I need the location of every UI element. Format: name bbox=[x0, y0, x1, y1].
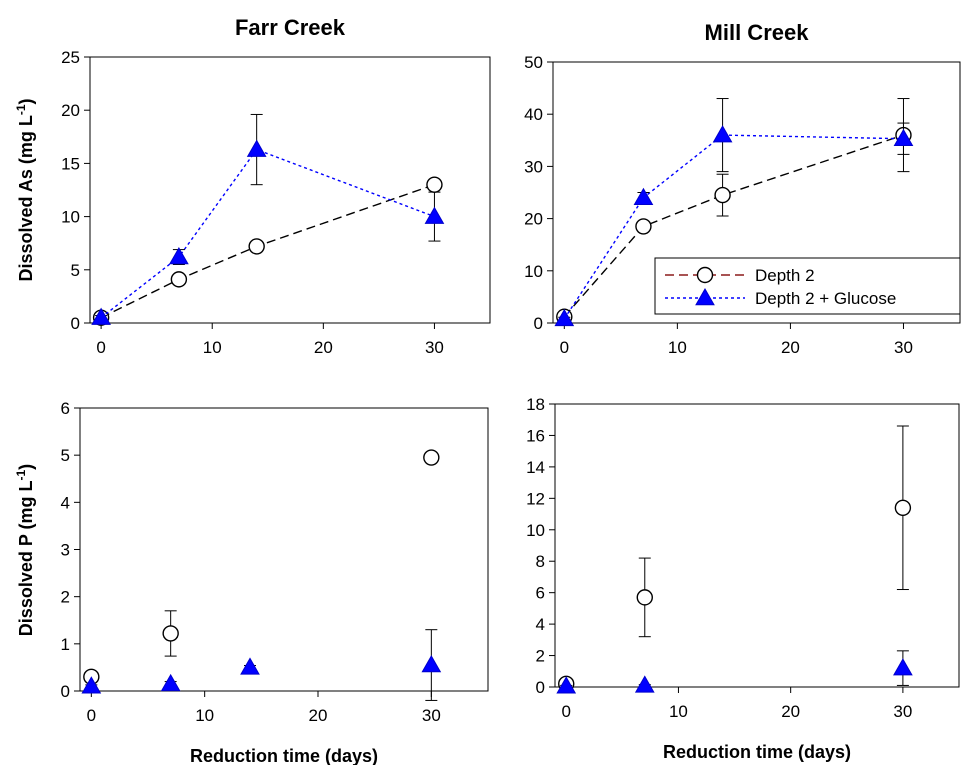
x-tick-label: 0 bbox=[560, 338, 569, 357]
y-tick-label: 3 bbox=[61, 541, 70, 560]
panel-mill-creek-phosphorus: 0 2 4 6 8 10 12 14 16 18 0 10 20 30 Reduction time (da… bbox=[526, 395, 959, 762]
data-point-d2 bbox=[637, 590, 652, 605]
x-tick-label: 0 bbox=[96, 338, 105, 357]
data-point-d2g bbox=[425, 208, 443, 224]
x-tick-label: 10 bbox=[668, 338, 687, 357]
y-tick-label: 10 bbox=[526, 521, 545, 540]
y-tick-label: 8 bbox=[536, 552, 545, 571]
series-line-d2 bbox=[101, 185, 434, 318]
y-tick-label: 0 bbox=[71, 314, 80, 333]
y-tick-label: 18 bbox=[526, 395, 545, 414]
legend-label-d2g: Depth 2 + Glucose bbox=[755, 289, 896, 308]
legend-marker-d2 bbox=[698, 268, 713, 283]
data-point-d2 bbox=[249, 239, 264, 254]
plot-frame bbox=[80, 408, 488, 691]
data-point-d2 bbox=[715, 188, 730, 203]
plot-frame bbox=[555, 404, 959, 687]
data-point-d2 bbox=[171, 272, 186, 287]
x-axis-label: Reduction time (days) bbox=[663, 742, 851, 762]
data-point-d2g bbox=[241, 658, 259, 674]
data-point-d2 bbox=[895, 500, 910, 515]
x-tick-label: 30 bbox=[422, 706, 441, 725]
chart-title: Mill Creek bbox=[705, 20, 810, 45]
y-tick-label: 5 bbox=[71, 261, 80, 280]
legend-label-d2: Depth 2 bbox=[755, 266, 815, 285]
y-tick-label: 5 bbox=[61, 446, 70, 465]
x-tick-label: 10 bbox=[203, 338, 222, 357]
x-tick-label: 0 bbox=[561, 702, 570, 721]
y-tick-label: 6 bbox=[61, 399, 70, 418]
data-point-d2 bbox=[163, 626, 178, 641]
x-tick-label: 30 bbox=[425, 338, 444, 357]
y-axis-label: Dissolved As (mg L-1) bbox=[14, 98, 36, 281]
x-tick-label: 30 bbox=[893, 702, 912, 721]
x-tick-label: 10 bbox=[669, 702, 688, 721]
y-tick-label: 10 bbox=[61, 208, 80, 227]
y-tick-label: 6 bbox=[536, 584, 545, 603]
panel-farr-creek-arsenic: 0 5 10 15 20 25 0 10 20 30 Farr Creek Dissolved As … bbox=[14, 15, 490, 357]
x-axis-label: Reduction time (days) bbox=[190, 746, 378, 765]
x-tick-label: 20 bbox=[781, 338, 800, 357]
data-point-d2g bbox=[170, 248, 188, 264]
y-tick-label: 4 bbox=[536, 615, 545, 634]
series-line-d2g bbox=[101, 150, 434, 318]
x-tick-label: 0 bbox=[87, 706, 96, 725]
y-axis-label: Dissolved P (mg L-1) bbox=[14, 464, 36, 636]
data-point-d2 bbox=[636, 219, 651, 234]
y-tick-label: 20 bbox=[524, 210, 543, 229]
y-tick-label: 0 bbox=[534, 314, 543, 333]
x-tick-label: 20 bbox=[314, 338, 333, 357]
data-point-d2g bbox=[894, 659, 912, 675]
y-tick-label: 14 bbox=[526, 458, 545, 477]
y-tick-label: 16 bbox=[526, 426, 545, 445]
x-tick-label: 20 bbox=[781, 702, 800, 721]
y-tick-label: 15 bbox=[61, 154, 80, 173]
x-tick-label: 20 bbox=[309, 706, 328, 725]
data-point-d2g bbox=[422, 656, 440, 672]
y-tick-label: 1 bbox=[61, 635, 70, 654]
y-tick-label: 2 bbox=[536, 647, 545, 666]
y-tick-label: 0 bbox=[61, 682, 70, 701]
y-tick-label: 2 bbox=[61, 588, 70, 607]
chart-title: Farr Creek bbox=[235, 15, 346, 40]
data-point-d2g bbox=[162, 675, 180, 691]
panel-farr-creek-phosphorus: 0 1 2 3 4 5 6 0 10 20 30 Reduction time (days) Disso… bbox=[14, 399, 488, 765]
x-tick-label: 30 bbox=[894, 338, 913, 357]
y-tick-label: 10 bbox=[524, 262, 543, 281]
data-point-d2g bbox=[248, 141, 266, 157]
y-tick-label: 40 bbox=[524, 105, 543, 124]
panel-mill-creek-arsenic: 0 10 20 30 40 50 0 10 20 30 Mill Creek Depth 2 Depth… bbox=[524, 20, 960, 357]
data-point-d2 bbox=[427, 177, 442, 192]
data-point-d2 bbox=[424, 450, 439, 465]
y-tick-label: 12 bbox=[526, 489, 545, 508]
y-tick-label: 4 bbox=[61, 493, 70, 512]
y-tick-label: 50 bbox=[524, 53, 543, 72]
y-tick-label: 25 bbox=[61, 48, 80, 67]
data-point-d2g bbox=[634, 189, 652, 205]
y-tick-label: 20 bbox=[61, 101, 80, 120]
y-tick-label: 30 bbox=[524, 157, 543, 176]
x-tick-label: 10 bbox=[195, 706, 214, 725]
data-point-d2g bbox=[714, 126, 732, 142]
data-point-d2g bbox=[636, 676, 654, 692]
y-tick-label: 0 bbox=[536, 678, 545, 697]
